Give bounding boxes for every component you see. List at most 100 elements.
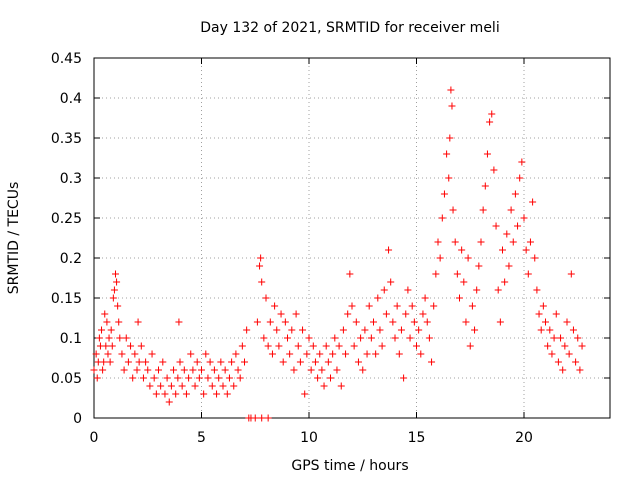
data-point — [208, 382, 216, 390]
data-point — [361, 326, 369, 334]
data-point — [415, 326, 423, 334]
data-point — [516, 174, 524, 182]
data-point — [301, 390, 309, 398]
y-axis-label: SRMTID / TECUs — [6, 182, 22, 295]
data-point — [268, 350, 276, 358]
data-point — [342, 350, 350, 358]
y-tick-label: 0.3 — [60, 171, 82, 187]
data-point — [258, 278, 266, 286]
data-point — [505, 262, 513, 270]
x-tick-label: 15 — [408, 430, 426, 446]
data-point — [344, 310, 352, 318]
data-point — [339, 326, 347, 334]
data-point — [219, 382, 227, 390]
data-point — [159, 358, 167, 366]
data-point — [178, 382, 186, 390]
data-point — [546, 326, 554, 334]
data-point — [127, 342, 135, 350]
data-point — [105, 334, 113, 342]
x-tick-label: 20 — [515, 430, 533, 446]
data-point — [572, 358, 580, 366]
data-point — [520, 214, 528, 222]
data-point — [419, 310, 427, 318]
data-point — [393, 302, 401, 310]
data-point — [374, 294, 382, 302]
data-point — [397, 326, 405, 334]
chart-title: Day 132 of 2021, SRMTID for receiver mel… — [200, 20, 499, 36]
data-point — [93, 374, 101, 382]
data-point — [477, 238, 485, 246]
data-point — [524, 270, 532, 278]
data-point — [428, 358, 436, 366]
data-point — [316, 350, 324, 358]
data-point — [408, 302, 416, 310]
data-point — [352, 318, 360, 326]
data-point — [335, 342, 343, 350]
data-point — [451, 238, 459, 246]
data-point — [114, 302, 122, 310]
data-point — [202, 350, 210, 358]
data-point — [430, 302, 438, 310]
data-point — [236, 374, 244, 382]
data-point — [565, 350, 573, 358]
data-point — [481, 182, 489, 190]
data-point — [174, 374, 182, 382]
data-point — [382, 310, 390, 318]
data-point — [307, 366, 315, 374]
data-point — [266, 318, 274, 326]
data-point — [473, 286, 481, 294]
y-tick-label: 0.1 — [60, 331, 82, 347]
data-point — [514, 222, 522, 230]
data-point — [260, 334, 268, 342]
data-point — [221, 366, 229, 374]
data-point — [129, 374, 137, 382]
plot-frame — [93, 57, 611, 419]
y-tick-label: 0.25 — [51, 211, 82, 227]
data-point — [552, 310, 560, 318]
data-point — [400, 374, 408, 382]
y-tick-label: 0.15 — [51, 291, 82, 307]
data-point — [337, 382, 345, 390]
data-point — [423, 318, 431, 326]
data-point — [189, 366, 197, 374]
data-point — [204, 374, 212, 382]
data-point — [550, 334, 558, 342]
data-point — [446, 134, 454, 142]
data-point — [490, 166, 498, 174]
data-point — [232, 350, 240, 358]
data-point — [370, 318, 377, 326]
data-point — [567, 270, 575, 278]
data-point — [228, 358, 236, 366]
data-point — [142, 358, 150, 366]
data-point — [468, 302, 476, 310]
data-point — [492, 222, 500, 230]
data-point — [367, 334, 375, 342]
data-point — [456, 294, 463, 302]
data-point — [131, 350, 139, 358]
data-point — [176, 358, 184, 366]
data-point — [113, 278, 121, 286]
data-point — [363, 350, 371, 358]
data-point — [561, 342, 569, 350]
data-point — [443, 150, 451, 158]
data-point — [98, 326, 106, 334]
data-point — [329, 350, 337, 358]
data-point — [303, 350, 311, 358]
data-point — [134, 318, 142, 326]
data-point — [578, 342, 586, 350]
data-point — [380, 286, 388, 294]
data-point — [299, 326, 307, 334]
data-point — [453, 270, 461, 278]
data-point — [327, 374, 334, 382]
data-point — [488, 110, 496, 118]
data-point — [225, 374, 233, 382]
data-point — [135, 358, 143, 366]
data-point — [322, 342, 330, 350]
data-point — [557, 334, 565, 342]
data-point — [311, 358, 319, 366]
data-point — [331, 334, 339, 342]
data-point — [542, 318, 549, 326]
data-point — [198, 366, 205, 374]
data-point — [191, 382, 199, 390]
